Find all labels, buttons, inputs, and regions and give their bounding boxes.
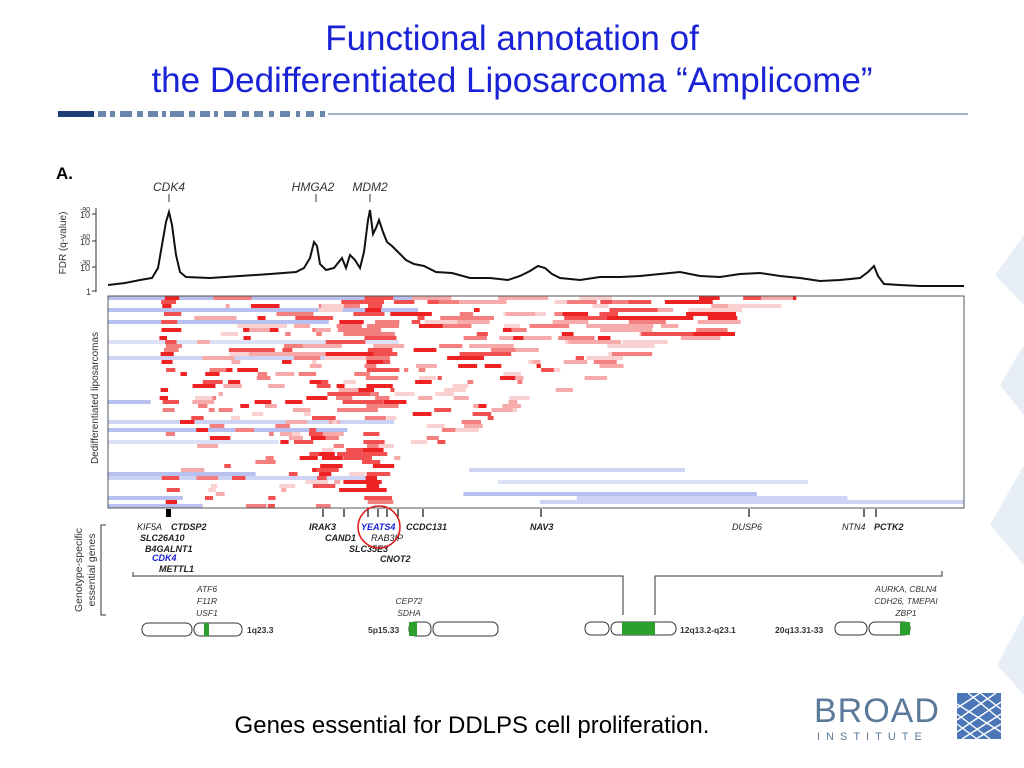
- gene-label-cdk4: CDK4: [153, 180, 185, 194]
- gene-nav3: NAV3: [530, 522, 553, 532]
- region-1q23-3: 1q23.3: [247, 625, 274, 635]
- slide-caption: Genes essential for DDLPS cell prolifera…: [234, 712, 710, 739]
- essential-gene-ticks: [166, 509, 877, 517]
- fdr-tick-exp-2: -60: [80, 234, 90, 241]
- panel-label: A.: [56, 164, 73, 183]
- ideogram-20q13-31-33: [834, 621, 911, 636]
- gene-rab3ip: RAB3IP: [371, 533, 403, 543]
- ideogram-5p15-33: [408, 621, 499, 637]
- gene-cnot2: CNOT2: [380, 554, 411, 564]
- essential-label-line-1: Genotype-specific: [73, 528, 85, 612]
- chr1-gene-3: USF1: [196, 608, 218, 618]
- gene-label-hmga2: HMGA2: [292, 180, 335, 194]
- region-20q13-31-33: 20q13.31-33: [775, 625, 823, 635]
- logo-text-institute: INSTITUTE: [817, 731, 928, 743]
- yeats4-highlight-circle: [357, 505, 401, 549]
- chr1-gene-1: ATF6: [196, 584, 217, 594]
- amplicome-figure: A. CDK4 HMGA2 MDM2 FDR (q-value) 10 -90 …: [56, 164, 965, 637]
- ideogram-1q23-3: [141, 622, 243, 637]
- heatmap-cells: [108, 296, 964, 508]
- chr5-gene-2: SDHA: [397, 608, 421, 618]
- fdr-tick-base-1: 10: [80, 210, 90, 220]
- title-divider: [58, 111, 968, 117]
- gene-label-mdm2: MDM2: [352, 180, 388, 194]
- fdr-tick-base-4: 1: [86, 287, 91, 297]
- gene-kif5a: KIF5A: [137, 522, 162, 532]
- gene-dusp6: DUSP6: [732, 522, 762, 532]
- gene-mettl1: METTL1: [159, 564, 194, 574]
- gene-irak3: IRAK3: [309, 522, 336, 532]
- gene-ccdc131: CCDC131: [406, 522, 447, 532]
- region-12q13-2-q23-1: 12q13.2-q23.1: [680, 625, 736, 635]
- chr5-gene-1: CEP72: [396, 596, 423, 606]
- gene-slc35e3: SLC35E3: [349, 544, 388, 554]
- gene-b4galnt1: B4GALNT1: [145, 544, 193, 554]
- top-gene-labels: CDK4 HMGA2 MDM2: [153, 180, 388, 202]
- slide-title: Functional annotation of the Dedifferent…: [0, 18, 1024, 102]
- fdr-tick-exp-3: -30: [80, 260, 90, 267]
- fdr-tick-base-2: 10: [80, 237, 90, 247]
- gene-ntn4: NTN4: [842, 522, 866, 532]
- title-line-1: Functional annotation of: [325, 19, 699, 58]
- fdr-axis-label: FDR (q-value): [58, 212, 69, 275]
- logo-mark-icon: [956, 692, 1002, 740]
- fdr-curve: [107, 208, 964, 287]
- gene-pctk2: PCTK2: [874, 522, 904, 532]
- chr20-gene-3: ZBP1: [894, 608, 917, 618]
- gene-slc26a10: SLC26A10: [140, 533, 185, 543]
- gene-yeats4: YEATS4: [361, 522, 395, 532]
- chr20-gene-2: CDH26, TMEPAI: [874, 596, 938, 606]
- fdr-tick-base-3: 10: [80, 263, 90, 273]
- chr1-gene-2: F11R: [197, 596, 217, 606]
- region-5p15-33: 5p15.33: [368, 625, 399, 635]
- chromosome-region-labels: 1q23.3 5p15.33 12q13.2-q23.1 20q13.31-33: [247, 625, 823, 635]
- title-line-2: the Dedifferentiated Liposarcoma “Amplic…: [151, 61, 873, 100]
- broad-institute-logo: BROAD INSTITUTE: [814, 692, 1002, 743]
- logo-text-broad: BROAD: [814, 692, 940, 730]
- background-stripe-decoration: [990, 235, 1024, 695]
- heatmap-y-label: Dedifferentiated liposarcomas: [90, 332, 101, 464]
- gene-ctdsp2: CTDSP2: [171, 522, 207, 532]
- chromosome-ideograms: [141, 621, 911, 637]
- essential-label-line-2: essential genes: [86, 534, 98, 607]
- gene-cdk4: CDK4: [152, 553, 177, 563]
- fdr-axis: FDR (q-value) 10 -90 10 -60 10 -30 1: [58, 207, 97, 297]
- gene-cand1: CAND1: [325, 533, 356, 543]
- ideogram-12q13-2-q23-1: [584, 621, 677, 636]
- essential-gene-labels: KIF5A CTDSP2 SLC26A10 B4GALNT1 CDK4 METT…: [137, 522, 904, 574]
- essential-bracket: [100, 524, 106, 616]
- chr20-gene-1: AURKA, CBLN4: [874, 584, 937, 594]
- amplicon-bracket: [132, 571, 943, 615]
- fdr-tick-exp-1: -90: [80, 207, 90, 214]
- chromosome-gene-lists: ATF6 F11R USF1 CEP72 SDHA AURKA, CBLN4 C…: [196, 584, 939, 618]
